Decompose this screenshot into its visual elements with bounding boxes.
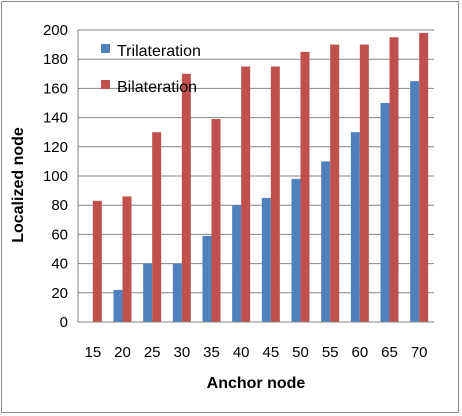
y-tick-label: 20 (51, 285, 68, 302)
bar-bilateration-25 (152, 132, 162, 322)
y-axis-ticks: 0 20 40 60 80 100 120 140 160 180 200 (43, 22, 68, 331)
bar-bilateration-70 (419, 32, 429, 323)
x-tick-label: 35 (203, 344, 220, 361)
bar-trilateration-40 (232, 205, 242, 322)
y-tick-label: 100 (43, 168, 68, 185)
bar-bilateration-30 (181, 73, 191, 322)
bar-bilateration-50 (300, 51, 310, 323)
bar-trilateration-25 (143, 263, 153, 322)
gridlines (78, 29, 434, 294)
x-tick-label: 60 (351, 344, 368, 361)
y-tick-label: 140 (43, 110, 68, 127)
x-axis-title: Anchor node (207, 375, 306, 392)
x-tick-label: 65 (381, 344, 398, 361)
y-tick-label: 180 (43, 51, 68, 68)
y-tick-label: 40 (51, 256, 68, 273)
legend-swatch-bilateration (101, 80, 110, 89)
legend-label-trilateration: Trilateration (117, 43, 201, 60)
x-tick-label: 50 (292, 344, 309, 361)
bar-bilateration-40 (241, 66, 251, 322)
bar-bilateration-65 (389, 37, 399, 323)
bar-bilateration-45 (270, 66, 280, 322)
bar-bilateration-15 (92, 200, 102, 322)
bar-trilateration-50 (291, 178, 301, 322)
y-tick-label: 160 (43, 80, 68, 97)
x-tick-label: 25 (144, 344, 161, 361)
y-axis-title: Localized node (10, 127, 27, 243)
bar-trilateration-70 (410, 81, 420, 322)
bar-trilateration-55 (321, 161, 331, 322)
bar-bilateration-20 (122, 196, 132, 322)
x-tick-label: 20 (114, 344, 131, 361)
bar-trilateration-60 (350, 132, 360, 322)
bar-trilateration-30 (172, 263, 182, 322)
bar-bilateration-60 (359, 44, 369, 322)
legend-label-bilateration: Bilateration (117, 79, 197, 96)
y-tick-label: 120 (43, 139, 68, 156)
bar-bilateration-55 (330, 44, 340, 322)
bar-trilateration-65 (380, 103, 390, 322)
y-tick-label: 60 (51, 226, 68, 243)
legend: Trilateration Bilateration (101, 43, 201, 96)
x-tick-label: 15 (84, 344, 101, 361)
bar-trilateration-35 (202, 235, 212, 322)
y-tick-label: 0 (60, 314, 68, 331)
y-tick-label: 200 (43, 22, 68, 39)
x-tick-label: 30 (173, 344, 190, 361)
bar-bilateration-35 (211, 119, 221, 322)
bar-trilateration-20 (113, 289, 123, 322)
x-tick-label: 40 (233, 344, 250, 361)
x-tick-label: 55 (322, 344, 339, 361)
y-tick-label: 80 (51, 197, 68, 214)
legend-swatch-trilateration (101, 44, 110, 53)
x-tick-label: 45 (262, 344, 279, 361)
bars (92, 32, 429, 323)
x-tick-label: 70 (411, 344, 428, 361)
x-axis-ticks: 15 20 25 30 35 40 45 50 55 60 65 70 (84, 344, 427, 361)
bar-trilateration-45 (261, 197, 271, 322)
